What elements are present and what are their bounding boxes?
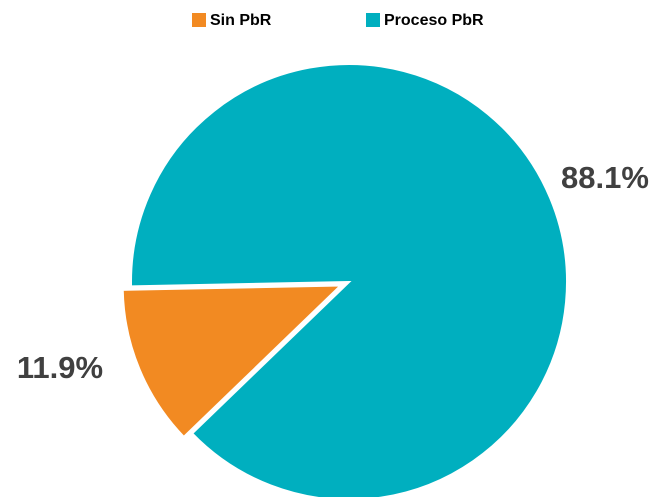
legend-swatch (366, 13, 380, 27)
value-label: 88.1% (561, 160, 649, 195)
pie-slice (121, 284, 344, 439)
pie-slice (130, 63, 568, 497)
value-label: 11.9% (17, 350, 103, 385)
legend-label: Proceso PbR (384, 12, 484, 29)
legend-swatch (192, 13, 206, 27)
legend-label: Sin PbR (210, 12, 272, 29)
